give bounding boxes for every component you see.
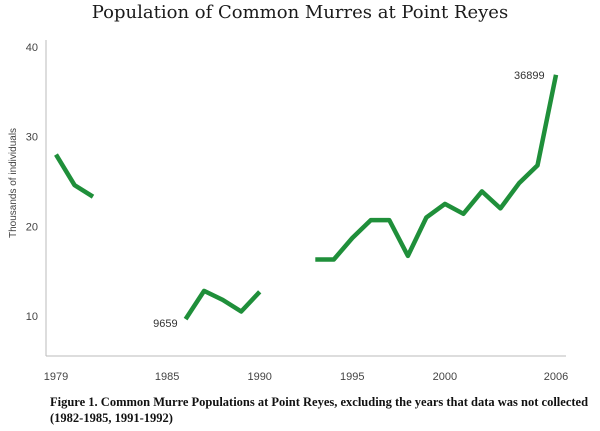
y-axis-title: Thousands of individuals xyxy=(8,128,19,238)
series-line-segment xyxy=(315,74,559,262)
series-line-segment xyxy=(54,153,95,199)
y-tick-label: 30 xyxy=(26,132,38,144)
x-tick-label: 2006 xyxy=(544,371,568,383)
y-tick-label: 40 xyxy=(26,42,38,54)
figure-caption: Figure 1. Common Murre Populations at Po… xyxy=(50,395,589,425)
x-tick-label: 2000 xyxy=(433,371,457,383)
data-label: 9659 xyxy=(153,318,177,330)
x-tick-label: 1990 xyxy=(247,371,271,383)
x-tick-label: 1995 xyxy=(340,371,364,383)
y-tick-label: 20 xyxy=(26,221,38,233)
x-tick-label: 1985 xyxy=(155,371,179,383)
data-label: 36899 xyxy=(514,70,545,82)
x-tick-label: 1979 xyxy=(44,371,68,383)
chart-title: Population of Common Murres at Point Rey… xyxy=(91,2,509,23)
y-tick-label: 10 xyxy=(26,311,38,323)
series-line-segment xyxy=(183,288,262,321)
